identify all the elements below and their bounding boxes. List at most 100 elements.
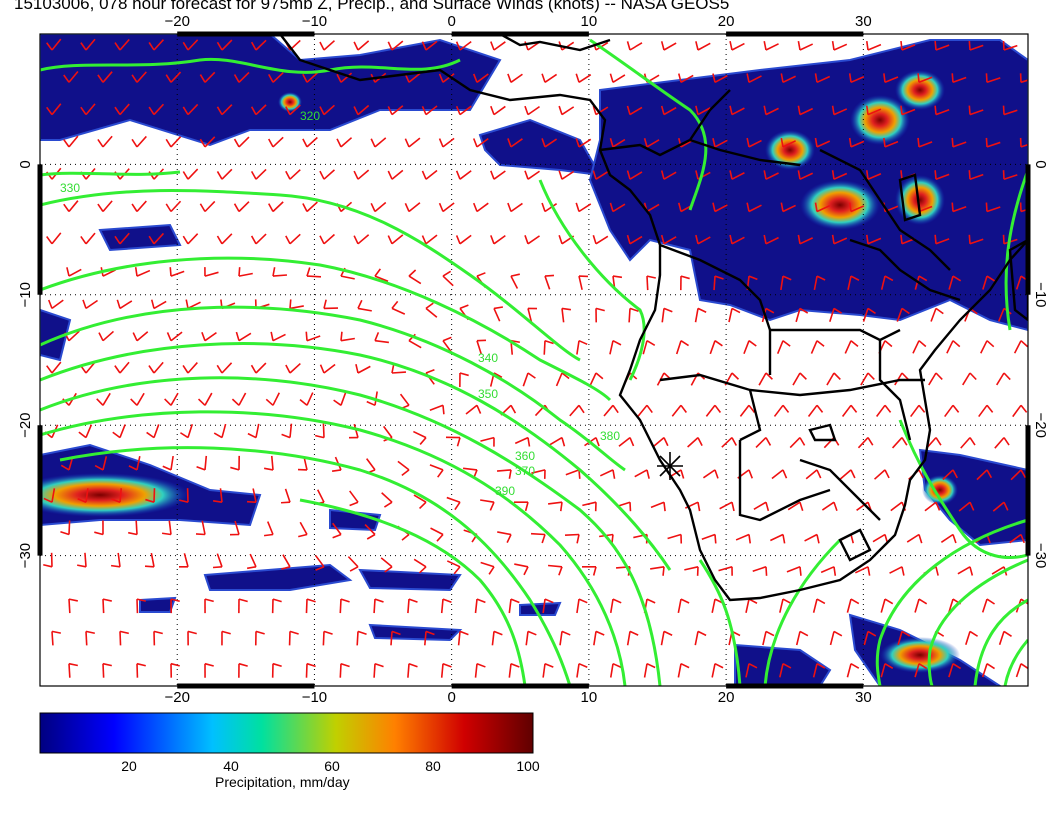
colorbar-tick-label: 40 [223, 758, 239, 774]
wind-barb [524, 105, 540, 116]
wind-barb [592, 105, 609, 116]
coastline-madagascar [1008, 238, 1028, 322]
wind-barb [678, 73, 694, 83]
wind-barb [508, 598, 520, 614]
contour-line [40, 305, 626, 472]
wind-barb [721, 437, 737, 448]
wind-barb [626, 234, 643, 245]
wind-barb [910, 404, 926, 418]
wind-barb [514, 563, 529, 576]
wind-barb [43, 488, 56, 503]
wind-barb [1002, 170, 1018, 180]
wind-barb [356, 630, 367, 646]
wind-barb [589, 372, 604, 387]
wind-barb [814, 137, 831, 148]
lat-tick-label: −10 [17, 282, 34, 307]
contour-line [1003, 639, 1028, 686]
wind-barb [558, 170, 575, 180]
wind-barb [1009, 533, 1025, 544]
wind-barb [238, 662, 248, 678]
wind-barb [114, 103, 130, 116]
wind-barb [250, 104, 267, 116]
wind-barb [661, 307, 673, 323]
wind-barb [787, 501, 804, 512]
wind-barb [298, 521, 308, 538]
wind-barb [592, 170, 609, 180]
wind-barb [161, 520, 172, 536]
wind-barb [982, 275, 996, 290]
lat-tick-label: −20 [1032, 412, 1049, 437]
wind-barb [315, 423, 325, 439]
wind-barb [305, 598, 316, 614]
wind-barb [213, 423, 227, 439]
precip-core [278, 92, 302, 112]
wind-barb [305, 662, 316, 678]
wind-barb [883, 73, 899, 84]
wind-barb [874, 469, 890, 480]
wind-barb [758, 372, 773, 386]
wind-barb [280, 488, 291, 504]
wind-barb [408, 269, 422, 285]
wind-barb [134, 267, 151, 277]
wind-barb [474, 598, 486, 614]
precip-patch [358, 568, 462, 592]
wind-barb [197, 392, 213, 406]
wind-barb [771, 469, 788, 480]
wind-barb [780, 73, 796, 84]
wind-barb [857, 437, 874, 449]
wind-barb [829, 630, 843, 646]
wind-barb [353, 169, 370, 180]
wind-barb [513, 501, 529, 512]
wind-barb [165, 71, 182, 83]
wind-barb [942, 469, 958, 481]
wind-barb [349, 490, 359, 507]
wind-barb [695, 234, 711, 245]
wind-barb [831, 234, 848, 245]
wind-barb [755, 437, 772, 449]
wind-barb [150, 299, 167, 310]
wind-barb [46, 361, 62, 374]
wind-barb [46, 38, 62, 51]
location-star-marker [657, 452, 683, 480]
contour-label: 330 [60, 181, 80, 195]
wind-barb [455, 234, 472, 245]
wind-barb [196, 455, 208, 471]
wind-barb [946, 340, 961, 354]
lon-tick-label: −20 [164, 689, 189, 706]
wind-barb [807, 404, 824, 417]
lat-tick-label: 0 [17, 160, 34, 168]
wind-barb [687, 437, 703, 448]
wind-barb [524, 235, 540, 245]
wind-barb [763, 234, 779, 245]
wind-barb [544, 274, 555, 290]
wind-barb [592, 234, 609, 245]
wind-barb [780, 275, 792, 291]
height-contours [40, 38, 1028, 686]
wind-barb [490, 41, 506, 51]
contour-line [40, 376, 662, 686]
wind-barb [131, 200, 147, 213]
wind-barb [85, 630, 95, 646]
wind-barb [1010, 469, 1027, 481]
wind-barb [476, 339, 487, 355]
wind-barb [555, 372, 570, 387]
wind-barb [387, 234, 404, 245]
precip-core [800, 180, 880, 230]
precip-patch [329, 508, 382, 532]
wind-barb [763, 105, 779, 116]
wind-barb [146, 424, 160, 439]
lat-tick-label: 0 [1032, 160, 1049, 168]
wind-barb [340, 331, 355, 342]
wind-barb [187, 630, 197, 646]
lon-tick-label: 30 [855, 689, 872, 706]
wind-barb [609, 138, 626, 148]
wind-barb [413, 494, 427, 510]
colorbar-label: Precipitation, mm/day [215, 774, 350, 790]
wind-barb [865, 105, 882, 116]
wind-barb [695, 41, 711, 51]
wind-barb [865, 170, 882, 180]
wind-barb [914, 598, 928, 613]
wind-barb [549, 436, 566, 447]
wind-barb [347, 556, 359, 572]
